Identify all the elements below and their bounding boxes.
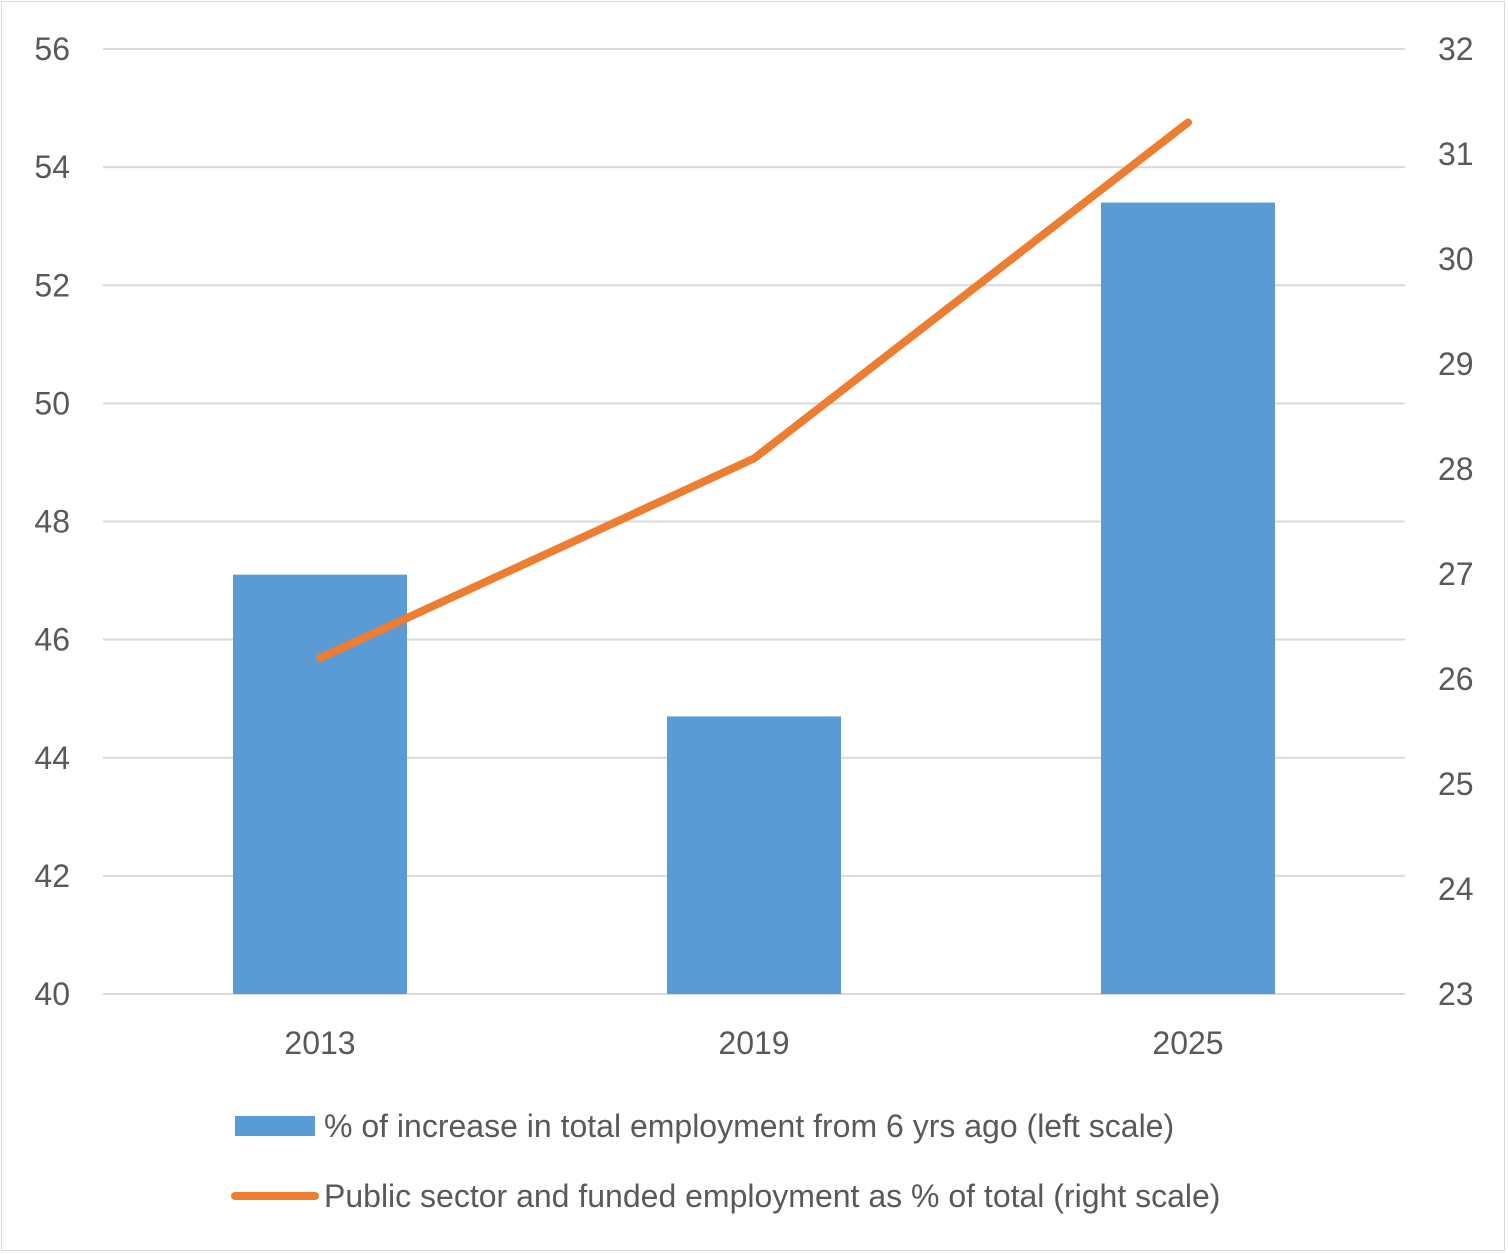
legend-bar-label: % of increase in total employment from 6… (324, 1108, 1174, 1144)
left-tick-label: 54 (34, 149, 70, 185)
right-tick-label: 30 (1438, 241, 1474, 277)
left-tick-label: 46 (34, 622, 70, 658)
legend: % of increase in total employment from 6… (231, 1108, 1220, 1214)
left-tick-label: 52 (34, 267, 70, 303)
x-tick-label: 2013 (284, 1025, 355, 1061)
right-tick-label: 29 (1438, 346, 1474, 382)
right-tick-label: 28 (1438, 451, 1474, 487)
line-series (316, 118, 1192, 662)
left-tick-label: 48 (34, 504, 70, 540)
right-tick-label: 31 (1438, 136, 1474, 172)
right-tick-label: 23 (1438, 976, 1474, 1012)
left-axis-ticks: 40 42 44 46 48 50 52 54 56 (34, 31, 70, 1012)
right-tick-label: 25 (1438, 766, 1474, 802)
right-tick-label: 32 (1438, 31, 1474, 67)
legend-bar-swatch (235, 1116, 315, 1136)
x-tick-label: 2019 (718, 1025, 789, 1061)
left-tick-label: 50 (34, 385, 70, 421)
right-tick-label: 26 (1438, 661, 1474, 697)
left-tick-label: 44 (34, 740, 70, 776)
series-line (316, 118, 1192, 662)
bar (667, 716, 841, 994)
x-axis-ticks: 2013 2019 2025 (284, 1025, 1223, 1061)
bar-series (233, 202, 1275, 994)
legend-line-label: Public sector and funded employment as %… (324, 1178, 1220, 1214)
left-tick-label: 42 (34, 858, 70, 894)
left-tick-label: 40 (34, 976, 70, 1012)
right-tick-label: 27 (1438, 556, 1474, 592)
left-tick-label: 56 (34, 31, 70, 67)
x-tick-label: 2025 (1152, 1025, 1223, 1061)
bar (1101, 202, 1275, 994)
right-tick-label: 24 (1438, 871, 1474, 907)
right-axis-ticks: 23 24 25 26 27 28 29 30 31 32 (1438, 31, 1474, 1012)
bar (233, 574, 407, 994)
